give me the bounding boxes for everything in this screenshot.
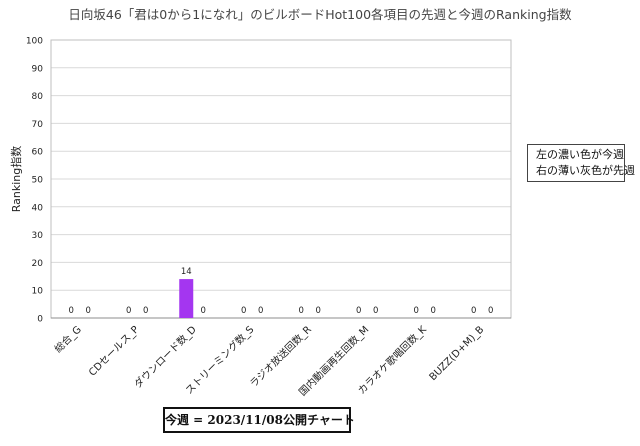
data-label-current-week: 0 [69, 306, 74, 316]
y-tick-label: 100 [26, 37, 43, 47]
x-tick-label: CDセールス_P [86, 324, 141, 379]
data-label-current-week: 14 [181, 267, 192, 277]
data-label-previous-week: 0 [373, 306, 378, 316]
bars [179, 279, 194, 318]
y-tick-label: 80 [32, 92, 44, 102]
data-label-previous-week: 0 [201, 306, 206, 316]
data-label-previous-week: 0 [143, 306, 148, 316]
y-tick-label: 0 [37, 315, 43, 325]
data-label-previous-week: 0 [431, 306, 436, 316]
y-tick-label: 60 [32, 148, 44, 158]
data-labels: 0 0 0 0 14 0 0 0 0 0 0 0 0 0 0 0 [69, 267, 494, 316]
data-label-current-week: 0 [414, 306, 419, 316]
data-label-current-week: 0 [356, 306, 361, 316]
x-tick-label: ラジオ放送回数_R [247, 323, 314, 390]
y-tick-label: 70 [32, 120, 44, 130]
bar-current-week [179, 279, 194, 318]
chart-week-label: 今週 = 2023/11/08公開チャート [163, 407, 355, 433]
gridlines [51, 39, 511, 291]
y-tick-label: 10 [32, 287, 44, 297]
x-tick-label: BUZZ(D+M)_B [428, 324, 487, 383]
legend-note-current: 左の濃い色が今週 [536, 148, 624, 161]
y-tick-label: 20 [32, 259, 44, 269]
legend-note-previous: 右の薄い灰色が先週 [536, 164, 635, 177]
chart-title: 日向坂46「君は0から1になれ」のビルボードHot100各項目の先週と今週のRa… [68, 7, 572, 22]
y-axis-label: Ranking指数 [9, 146, 23, 213]
data-label-current-week: 0 [299, 306, 304, 316]
y-tick-label: 90 [32, 64, 44, 74]
legend-note: 左の濃い色が今週 右の薄い灰色が先週 [527, 144, 635, 182]
y-tick-label: 40 [32, 203, 44, 213]
data-label-current-week: 0 [471, 306, 476, 316]
data-label-previous-week: 0 [488, 306, 493, 316]
data-label-previous-week: 0 [258, 306, 263, 316]
axes: 0 10 20 30 40 50 60 70 80 90 100 総合_G CDセールス_Pダウンロード… [26, 37, 512, 398]
data-label-previous-week: 0 [316, 306, 321, 316]
y-tick-label: 30 [32, 231, 44, 241]
data-label-previous-week: 0 [86, 306, 91, 316]
x-tick-label: 総合_G [52, 323, 84, 355]
x-tick-label: ダウンロード数_D [131, 323, 199, 391]
data-label-current-week: 0 [241, 306, 246, 316]
y-tick-label: 50 [32, 176, 44, 186]
data-label-current-week: 0 [126, 306, 131, 316]
